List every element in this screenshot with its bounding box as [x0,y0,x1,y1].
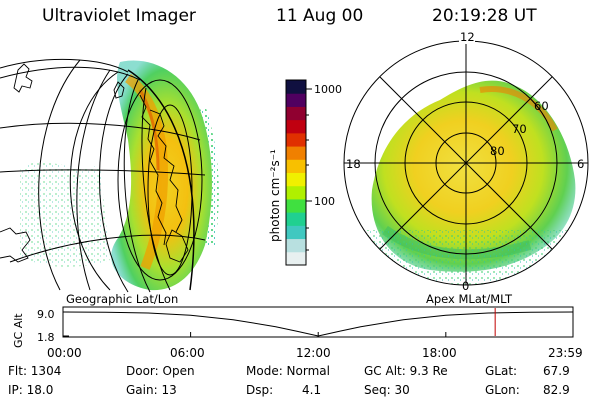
polar-caption: Apex MLat/MLT [426,292,513,306]
instrument-title: Ultraviolet Imager [42,6,196,26]
mode-value: Mode: Normal [246,364,330,378]
colorbar-segment [286,119,306,134]
mlt-label-18: 18 [346,157,361,171]
lat-arc [0,66,141,81]
altitude-ytick-high: 9.0 [37,308,55,321]
altitude-ylabel: GC Alt [12,313,25,348]
mlt-line-diag [379,76,553,250]
door-status: Door: Open [126,364,195,378]
geographic-panel [0,58,219,293]
polar-panel: 12 18 6 0 60 70 80 [343,30,589,293]
gc-altitude: GC Alt: 9.3 Re [364,364,448,378]
colorbar-segment [286,146,306,160]
lat-arc [0,58,129,73]
dsp-value: 4.1 [302,383,322,397]
colorbar-segment [286,225,306,240]
colorbar-segment [286,212,306,226]
earth-limb [127,69,195,291]
meridian-line [99,73,129,293]
polar-aurora-emission [371,80,576,272]
mlt-label-0: 0 [462,279,469,293]
glon-value: 82.9 [543,383,570,397]
flight-number: Flt: 1304 [8,364,62,378]
colorbar-tick-100: 100 [314,195,335,208]
coastline [113,81,125,99]
mlt-label-12: 12 [460,30,475,44]
glon-label: GLon: [485,383,520,397]
sequence-number: Seq: 30 [364,383,410,397]
xtick-1200: 12:00 [296,346,331,360]
meridian-ellipse [117,79,203,281]
colorbar [286,80,306,266]
colorbar-unit-label: photon cm⁻²s⁻¹ [268,149,282,242]
mlat-label-80: 80 [490,144,505,158]
meridian-line [38,59,81,291]
colorbar-segment [286,238,306,253]
colorbar-segment [286,106,306,121]
coastline [0,227,31,263]
colorbar-segment [286,159,306,173]
coastline [13,63,33,93]
dsp-label: Dsp: [246,383,274,397]
colorbar-segment [286,198,306,213]
date-label: 11 Aug 00 [276,6,364,26]
altitude-ytick-low: 1.8 [37,331,55,344]
xtick-0600: 06:00 [170,346,205,360]
colorbar-segment [286,185,306,200]
mlt-label-6: 6 [577,157,584,171]
coastline [165,229,189,263]
colorbar-segment [286,80,306,94]
glat-value: 67.9 [543,364,570,378]
colorbar-segment [286,132,306,147]
lat-line [0,169,206,176]
gain-value: Gain: 13 [126,383,177,397]
colorbar-segment [286,93,306,107]
lat-line [0,122,201,141]
altitude-plot [62,306,574,338]
lat-line [9,234,206,263]
ip-value: IP: 18.0 [8,383,54,397]
geo-aurora-core [138,89,160,171]
xtick-0000: 00:00 [47,346,82,360]
time-label: 20:19:28 UT [432,6,537,26]
geo-caption: Geographic Lat/Lon [66,292,178,306]
colorbar-tick-1000: 1000 [314,83,342,96]
xtick-1800: 18:00 [422,346,457,360]
coastline [139,94,167,246]
xtick-2359: 23:59 [548,346,583,360]
mlat-label-70: 70 [512,122,527,136]
colorbar-segment [286,172,306,187]
colorbar-frame [285,79,307,266]
coastline [149,109,183,233]
meridian-line [76,69,111,291]
mlat-label-60: 60 [534,99,549,113]
colorbar-segment [286,251,306,266]
glat-label: GLat: [485,364,518,378]
